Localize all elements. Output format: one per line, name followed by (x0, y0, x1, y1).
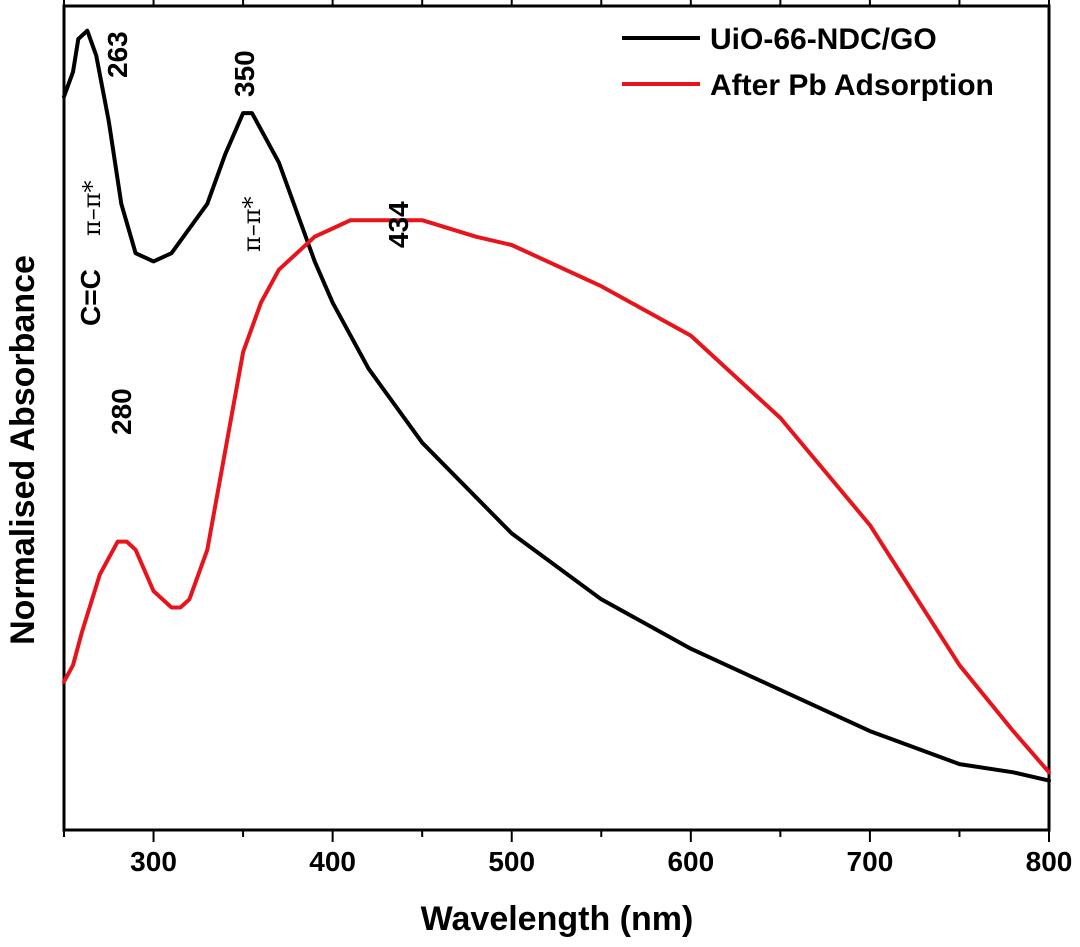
annotation-peak-350: 350 (229, 50, 260, 97)
annotation-pi-transition-350: π–π* (238, 196, 266, 252)
x-tick-labels: 300 400 500 600 700 800 (130, 846, 1072, 877)
x-ticks (63, 0, 1050, 842)
x-tick-label-700: 700 (847, 846, 894, 877)
plot-frame (62, 4, 1051, 832)
x-tick-label-600: 600 (667, 846, 714, 877)
annotation-peak-263: 263 (102, 31, 133, 78)
annotation-peak-280: 280 (106, 388, 137, 435)
legend: UiO-66-NDC/GO After Pb Adsorption (622, 23, 994, 102)
annotation-cc-bond: C=C (75, 269, 106, 326)
x-axis-title: Wavelength (nm) (421, 900, 694, 938)
annotation-pi-transition-263: π–π* (78, 180, 106, 236)
annotation-peak-434: 434 (383, 201, 414, 248)
series-line-2 (62, 218, 1051, 775)
legend-label-series-1: UiO-66-NDC/GO (710, 23, 937, 56)
legend-label-series-2: After Pb Adsorption (710, 69, 994, 102)
series-line-1 (62, 28, 1051, 783)
x-tick-label-500: 500 (488, 846, 535, 877)
x-tick-label-400: 400 (309, 846, 356, 877)
y-axis-title: Normalised Absorbance (4, 255, 42, 645)
series-layer (62, 28, 1051, 783)
x-tick-label-800: 800 (1026, 846, 1073, 877)
x-tick-label-300: 300 (130, 846, 177, 877)
